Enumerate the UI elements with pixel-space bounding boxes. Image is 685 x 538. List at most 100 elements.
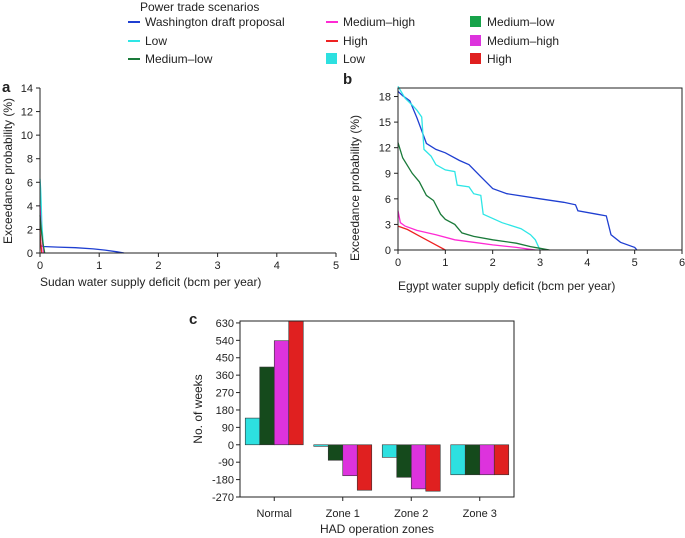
legend-item-7: Low <box>326 52 365 66</box>
panel-c-frame <box>239 320 515 498</box>
bar-zone-2-medium-high <box>410 444 427 490</box>
x-tick-label: Zone 1 <box>326 508 360 520</box>
bar-zone-3-medium-low <box>464 444 481 476</box>
y-tick-label: -180 <box>212 475 234 487</box>
panel-label-b: b <box>343 71 352 88</box>
bar-zone-2-high <box>425 444 441 492</box>
y-tick-label: 12 <box>21 107 33 119</box>
bar-normal-high <box>288 320 304 446</box>
panel-c-x-title: HAD operation zones <box>320 522 434 536</box>
y-tick-label: 10 <box>21 130 33 142</box>
legend-item-6: Medium–low <box>128 52 213 66</box>
legend-swatch-patch <box>470 53 481 64</box>
legend-label: High <box>343 34 368 48</box>
legend-item-3: Low <box>128 34 167 48</box>
bar-zone-2-medium-low <box>396 444 412 478</box>
series-line-washington-draft-proposal <box>40 245 125 254</box>
y-tick-label: 630 <box>216 318 234 330</box>
panel-b-x-title: Egypt water supply deficit (bcm per year… <box>398 279 615 293</box>
bar-zone-1-medium-high <box>342 444 358 477</box>
y-tick-label: 3 <box>385 219 391 231</box>
legend: Power trade scenarios Washington draft p… <box>128 0 559 66</box>
y-tick-label: 270 <box>216 388 234 400</box>
y-tick-label: 6 <box>27 177 33 189</box>
legend-item-1: Medium–high <box>326 15 415 29</box>
x-tick-label: 4 <box>584 257 590 269</box>
y-tick-label: 8 <box>27 154 33 166</box>
x-tick-label: 3 <box>537 257 543 269</box>
bar-zone-1-medium-low <box>327 444 344 461</box>
y-tick-label: 9 <box>385 168 391 180</box>
bar-zone-3-high <box>493 444 510 476</box>
x-tick-label: 1 <box>96 260 102 272</box>
legend-item-8: High <box>470 52 512 66</box>
bar-zone-1-low <box>313 444 329 447</box>
x-tick-label: Zone 2 <box>394 508 428 520</box>
x-tick-label: 5 <box>632 257 638 269</box>
bar-zone-2-low <box>381 444 398 458</box>
y-tick-label: 14 <box>21 83 33 95</box>
y-tick-label: 0 <box>385 245 391 257</box>
series-line-medium-low <box>39 215 46 254</box>
panel-c-chart: 630 540 450 360 270 180 90 0 -90 -180 -270 Normal Zo… <box>191 318 515 536</box>
panel-b-y-title: Exceedance probability (%) <box>348 115 362 261</box>
y-tick-label: 540 <box>216 335 234 347</box>
x-tick-label: 3 <box>215 260 221 272</box>
legend-label: Medium–low <box>145 52 213 66</box>
x-tick-label: 0 <box>37 260 43 272</box>
legend-item-2: Medium–low <box>470 15 555 29</box>
bar-normal-medium-high <box>273 340 290 446</box>
legend-label: Low <box>145 34 167 48</box>
series-line-low <box>397 85 541 251</box>
x-tick-label: 4 <box>274 260 280 272</box>
y-tick-label: -90 <box>218 457 234 469</box>
y-tick-label: 12 <box>379 143 391 155</box>
legend-label: High <box>487 52 512 66</box>
bar-zone-1-high <box>356 444 373 491</box>
x-tick-label: 2 <box>155 260 161 272</box>
y-tick-label: 0 <box>27 248 33 260</box>
legend-item-0: Washington draft proposal <box>128 15 285 29</box>
y-tick-label: 180 <box>216 405 234 417</box>
legend-swatch-patch <box>470 35 481 46</box>
series-line-high <box>397 225 446 251</box>
y-tick-label: 2 <box>27 224 33 236</box>
legend-swatch-patch <box>326 53 337 64</box>
legend-label: Medium–low <box>487 15 555 29</box>
legend-label: Low <box>343 52 365 66</box>
x-tick-label: Zone 3 <box>463 508 497 520</box>
x-tick-label: 0 <box>395 257 401 269</box>
y-tick-label: 4 <box>27 201 33 213</box>
legend-title: Power trade scenarios <box>140 0 259 14</box>
x-tick-label: 6 <box>679 257 685 269</box>
y-tick-label: 360 <box>216 370 234 382</box>
legend-swatch-patch <box>470 16 481 27</box>
y-tick-label: 18 <box>379 92 391 104</box>
panel-b-frame <box>397 87 683 251</box>
legend-label: Medium–high <box>487 34 559 48</box>
y-tick-label: 0 <box>228 440 234 452</box>
x-tick-label: 2 <box>490 257 496 269</box>
legend-label: Medium–high <box>343 15 415 29</box>
series-line-washington-draft-proposal <box>397 90 638 251</box>
legend-label: Washington draft proposal <box>145 15 285 29</box>
legend-item-5: Medium–high <box>470 34 559 48</box>
x-tick-label: Normal <box>257 508 292 520</box>
y-tick-label: 90 <box>222 422 234 434</box>
bar-zone-3-low <box>450 444 466 476</box>
bar-normal-low <box>244 417 261 446</box>
panel-a-x-title: Sudan water supply deficit (bcm per year… <box>40 275 261 289</box>
y-tick-label: 15 <box>379 117 391 129</box>
bar-normal-medium-low <box>259 366 275 446</box>
series-line-medium-high <box>397 210 536 251</box>
panel-c-y-title: No. of weeks <box>191 374 205 443</box>
x-tick-label: 5 <box>333 260 339 272</box>
bar-zone-3-medium-high <box>479 444 495 476</box>
x-tick-label: 1 <box>442 257 448 269</box>
y-tick-label: 450 <box>216 353 234 365</box>
y-tick-label: 6 <box>385 194 391 206</box>
panel-a-y-title: Exceedance probability (%) <box>1 98 15 244</box>
